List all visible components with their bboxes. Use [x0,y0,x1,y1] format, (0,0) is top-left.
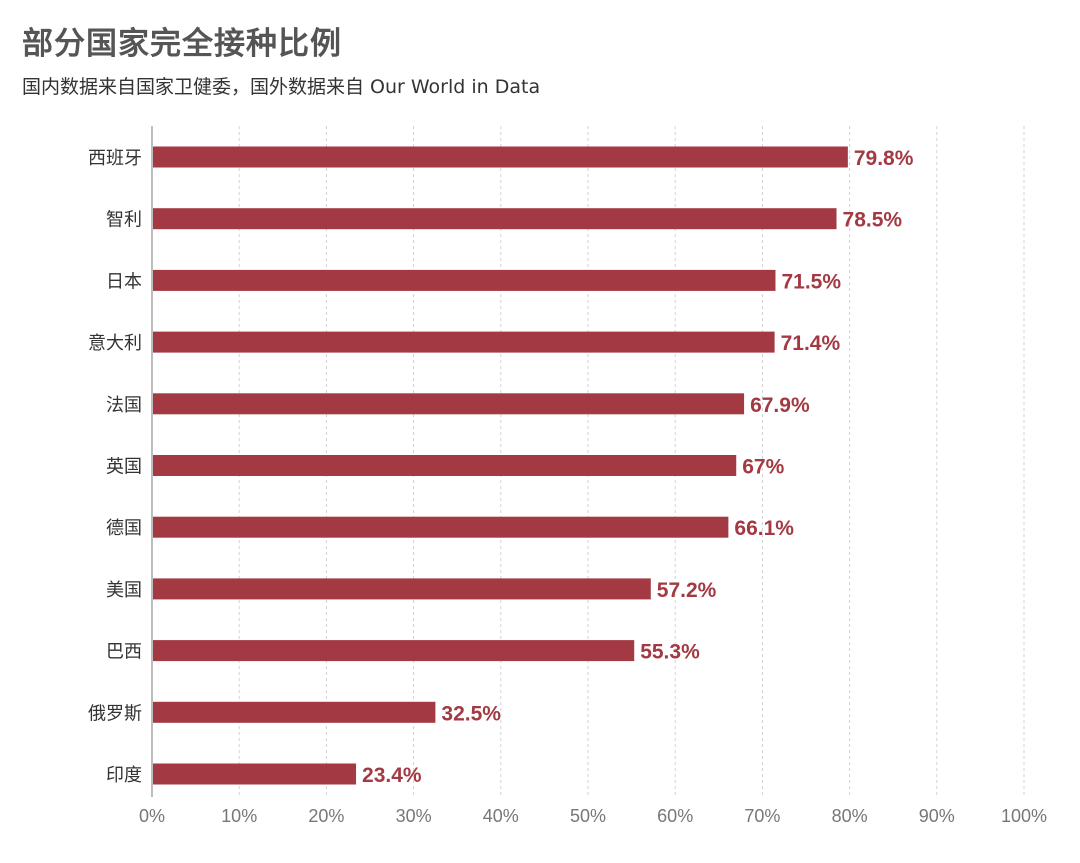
x-axis-ticks: 0% 10% 20% 30% 40% 50% 60% 70% 80% 90% 100% [139,806,1047,826]
bar [153,331,775,353]
bar [153,640,635,662]
chart-subtitle: 国内数据来自国家卫健委，国外数据来自 Our World in Data [22,76,541,98]
bar [153,578,651,600]
category-label: 智利 [106,210,142,231]
category-label: 意大利 [88,333,142,354]
x-tick-label: 40% [483,806,519,826]
bar [153,701,436,723]
x-tick-label: 90% [919,806,955,826]
x-tick-label: 60% [657,806,693,826]
chart-title: 部分国家完全接种比例 [22,26,342,62]
bar [153,763,357,785]
category-label: 西班牙 [88,148,142,169]
x-tick-label: 80% [832,806,868,826]
category-label: 英国 [106,457,142,478]
category-label: 巴西 [106,642,142,663]
value-label: 78.5% [843,209,903,232]
bars-layer [153,146,848,785]
bar [153,269,776,291]
value-label: 57.2% [657,579,717,602]
category-label: 日本 [106,271,142,292]
bar [153,516,729,538]
x-tick-label: 20% [308,806,344,826]
bar [153,393,745,415]
bar [153,208,837,230]
grid-layer [151,126,1025,797]
bar [153,455,737,476]
category-label: 俄罗斯 [88,703,142,724]
value-label: 32.5% [441,702,501,725]
category-label: 美国 [106,580,142,601]
x-tick-label: 100% [1001,806,1047,826]
x-tick-label: 70% [744,806,780,826]
x-tick-label: 10% [221,806,257,826]
value-label: 71.4% [781,332,841,355]
bar [153,146,848,168]
category-label: 法国 [106,395,142,416]
value-label: 66.1% [734,517,794,540]
x-tick-label: 50% [570,806,606,826]
x-tick-label: 30% [396,806,432,826]
value-label: 23.4% [362,764,422,787]
value-label: 79.8% [854,147,914,170]
category-label: 印度 [106,765,142,786]
x-tick-label: 0% [139,806,165,826]
value-label: 67.9% [750,394,810,417]
labels-layer: 西班牙 79.8% 智利 78.5% 日本 71.5% 意大利 71.4% 法国 67.9% 英国 6… [88,147,914,787]
value-label: 55.3% [640,641,700,664]
category-label: 德国 [106,518,142,539]
value-label: 71.5% [781,270,841,293]
value-label: 67% [742,456,784,479]
